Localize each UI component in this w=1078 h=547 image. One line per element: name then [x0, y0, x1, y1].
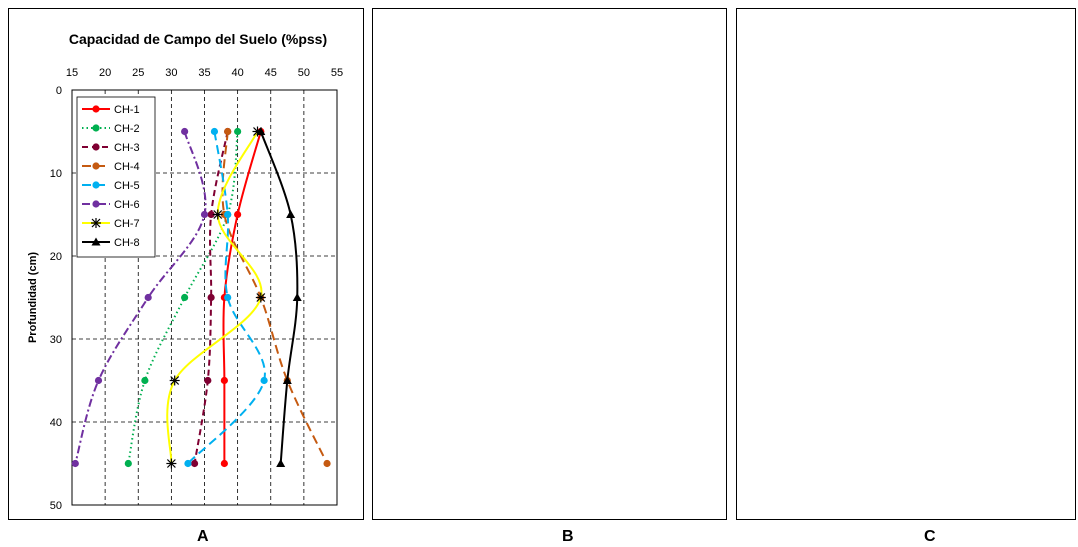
- y-tick-label: 10: [50, 168, 62, 180]
- data-point: [276, 459, 286, 467]
- data-point: [184, 459, 192, 468]
- legend-label: CH-8: [114, 237, 140, 249]
- chart-frame: [372, 8, 727, 520]
- data-point: [181, 127, 189, 136]
- y-axis-label: Profundidad (cm): [27, 252, 39, 343]
- data-point: [282, 376, 292, 384]
- legend-swatch-marker: [92, 105, 100, 113]
- data-point: [94, 376, 103, 385]
- y-tick-label: 50: [50, 500, 62, 512]
- series-line: [187, 131, 266, 465]
- data-point: [144, 293, 152, 302]
- legend-swatch-marker: [91, 218, 101, 228]
- chart-panel-b: Capacidad de Campo del Suelo (%pss)15202…: [364, 0, 728, 547]
- data-point: [234, 127, 242, 136]
- legend-item: CH-6: [82, 199, 140, 211]
- series-line: [127, 131, 239, 464]
- legend-item: CH-7: [82, 218, 140, 230]
- data-point: [256, 127, 266, 135]
- legend-item: CH-1: [82, 104, 140, 116]
- legend-swatch-marker: [92, 124, 100, 132]
- chart-svg: Capacidad de Campo del Suelo (%pss)15202…: [728, 0, 1078, 547]
- legend-swatch-marker: [92, 143, 100, 151]
- data-point: [200, 210, 209, 219]
- chart-svg: Capacidad de Campo del Suelo (%pss) 15 20 2…: [27, 31, 343, 512]
- chart-panel-c: Capacidad de Campo del Suelo (%pss)15202…: [728, 0, 1078, 547]
- data-point: [224, 210, 232, 219]
- legend-label: CH-3: [114, 142, 140, 154]
- x-tick-label: 35: [198, 67, 210, 79]
- data-point: [220, 376, 228, 385]
- y-tick-label: 20: [50, 251, 62, 263]
- x-tick-label: 30: [165, 67, 177, 79]
- legend-swatch-marker: [92, 181, 100, 189]
- series-ch-6: [71, 127, 209, 468]
- data-point: [190, 459, 199, 468]
- data-point: [207, 293, 215, 302]
- data-point: [210, 127, 219, 136]
- x-tick-label: 20: [99, 67, 111, 79]
- data-point: [212, 209, 223, 220]
- y-tick-label: 0: [56, 85, 62, 97]
- data-point: [169, 375, 180, 386]
- legend-label: CH-2: [114, 123, 140, 135]
- y-tick-label: 30: [50, 334, 62, 346]
- data-point: [207, 210, 215, 219]
- data-point: [204, 376, 212, 385]
- chart-panel-a: Capacidad de Campo del Suelo (%pss) 15 20 2…: [0, 0, 364, 547]
- legend-item: CH-4: [82, 161, 140, 173]
- data-point: [124, 459, 132, 468]
- chart-svg: Capacidad de Campo del Suelo (%pss)15202…: [364, 0, 728, 547]
- legend-label: CH-7: [114, 218, 140, 230]
- data-point: [224, 293, 232, 302]
- legend-swatch-marker: [91, 237, 101, 246]
- panel-label: C: [924, 528, 936, 545]
- data-point: [292, 293, 302, 301]
- x-tick-label: 55: [331, 67, 343, 79]
- legend-box: [76, 96, 156, 258]
- chart-title: Capacidad de Campo del Suelo (%pss): [69, 31, 327, 47]
- panel-label: A: [197, 528, 209, 545]
- legend-label: CH-5: [114, 180, 140, 192]
- panel-label: B: [562, 528, 574, 545]
- data-point: [71, 459, 79, 468]
- legend-label: CH-4: [114, 161, 140, 173]
- data-point: [260, 376, 268, 385]
- data-point: [234, 210, 242, 219]
- data-point: [224, 127, 232, 136]
- legend-swatch-marker: [92, 162, 100, 170]
- legend-item: CH-3: [82, 142, 140, 154]
- data-point: [181, 293, 189, 302]
- data-point: [286, 210, 296, 218]
- data-point: [323, 459, 331, 468]
- legend-item: CH-2: [82, 123, 140, 135]
- x-tick-label: 40: [232, 67, 244, 79]
- series-ch-8: [256, 127, 302, 467]
- data-point: [166, 458, 177, 469]
- legend-swatch-marker: [92, 200, 100, 208]
- y-tick-label: 40: [50, 417, 62, 429]
- x-tick-label: 25: [132, 67, 144, 79]
- legend-item: CH-8: [82, 237, 140, 249]
- series-ch-5: [184, 127, 268, 468]
- legend-item: CH-5: [82, 180, 140, 192]
- data-point: [255, 292, 266, 303]
- x-tick-label: 50: [298, 67, 310, 79]
- legend: CH-1 CH-2 CH-3 CH-4 CH-5 CH-6 CH-7 CH-8: [76, 96, 156, 258]
- x-tick-label: 45: [265, 67, 277, 79]
- x-tick-label: 15: [66, 67, 78, 79]
- data-point: [141, 376, 149, 385]
- series-ch-7: [166, 126, 266, 469]
- legend-label: CH-1: [114, 104, 140, 116]
- legend-label: CH-6: [114, 199, 140, 211]
- data-point: [220, 459, 228, 468]
- chart-frame: [736, 8, 1076, 520]
